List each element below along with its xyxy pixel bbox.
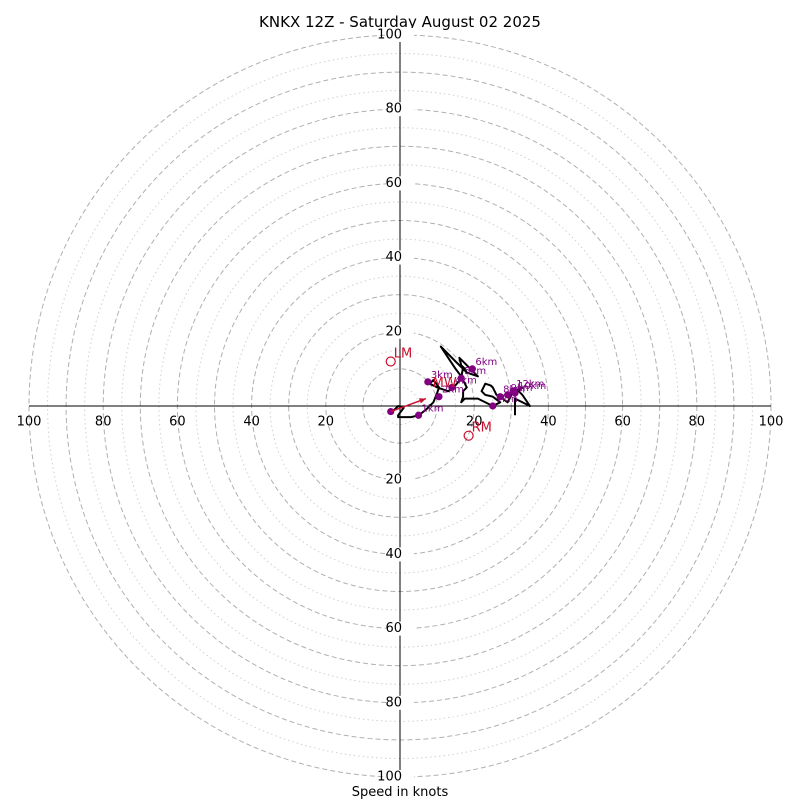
height-label-3km: 3km: [431, 370, 453, 381]
height-label-4km: 4km: [455, 375, 477, 386]
y-tick-label: 100: [377, 770, 402, 785]
height-marker-9km: [503, 391, 512, 399]
x-tick-label: 40: [243, 415, 260, 430]
height-label-6km: 6km: [475, 357, 497, 368]
height-label-1km: 1km: [422, 403, 444, 414]
height-label-10km: 10km: [518, 381, 546, 392]
x-tick-label: 80: [95, 415, 112, 430]
tick-label-background: [386, 770, 414, 784]
tick-label-background: [386, 621, 414, 636]
x-tick-label: 60: [614, 415, 631, 430]
x-tick-label: 40: [540, 415, 557, 430]
x-tick-label: 60: [169, 415, 186, 430]
tick-label-background: [386, 324, 414, 339]
tick-label-background: [386, 547, 414, 562]
x-tick-label: 20: [318, 415, 335, 430]
height-marker-1km: [414, 411, 423, 419]
storm-motion-arrowhead: [418, 398, 426, 404]
x-tick-label: 100: [759, 415, 784, 430]
x-axis-label: Speed in knots: [352, 785, 449, 800]
storm-motion: LM RM MW: [385, 346, 492, 441]
y-tick-label: 60: [385, 621, 402, 636]
y-tick-label: 20: [385, 473, 402, 488]
x-tick-label: 100: [17, 415, 42, 430]
tick-label-background: [386, 695, 414, 710]
height-marker-12km: [509, 387, 517, 395]
tick-label-background: [386, 176, 414, 191]
tick-label-background: [386, 102, 414, 117]
tick-labels: 20 40 60 80 100 100 80 60 40 20 20 40 60 80 100 20 40 60 8…: [17, 28, 784, 785]
x-tick-label: 80: [689, 415, 706, 430]
y-tick-label: 40: [385, 547, 402, 562]
storm-label-LM: LM: [394, 346, 412, 361]
y-tick-label: 40: [385, 250, 402, 265]
y-tick-label: 20: [385, 324, 402, 339]
height-markers: 1km2km3km4km5km6km7km8km9km10km12km: [387, 357, 546, 419]
y-tick-label: 80: [385, 695, 402, 710]
height-marker-7km: [489, 402, 497, 410]
x-tick-label: 20: [466, 415, 483, 430]
tick-label-background: [386, 28, 414, 42]
height-label-5km: 5km: [464, 366, 486, 377]
height-label-12km: 12km: [516, 379, 544, 390]
height-marker-4km: [448, 383, 456, 392]
storm-label-RM: RM: [472, 421, 492, 436]
tick-label-background: [386, 473, 414, 488]
storm-label-MW: MW: [433, 376, 457, 391]
tick-label-background: [386, 250, 414, 265]
y-tick-label: 60: [385, 176, 402, 191]
chart-title: KNKX 12Z - Saturday August 02 2025: [259, 13, 541, 31]
storm-marker-RM: [463, 430, 474, 441]
y-tick-label: 80: [385, 102, 402, 117]
height-marker-3km: [424, 378, 432, 386]
height-marker-2km: [435, 393, 443, 401]
height-label-7km: 7km: [496, 394, 518, 405]
height-marker-6km: [468, 365, 476, 373]
height-marker-5km: [457, 374, 465, 382]
storm-marker-LM: [385, 356, 396, 367]
y-tick-label: 100: [377, 28, 402, 43]
height-label-9km: 9km: [511, 383, 533, 394]
height-marker-8km: [496, 393, 504, 401]
